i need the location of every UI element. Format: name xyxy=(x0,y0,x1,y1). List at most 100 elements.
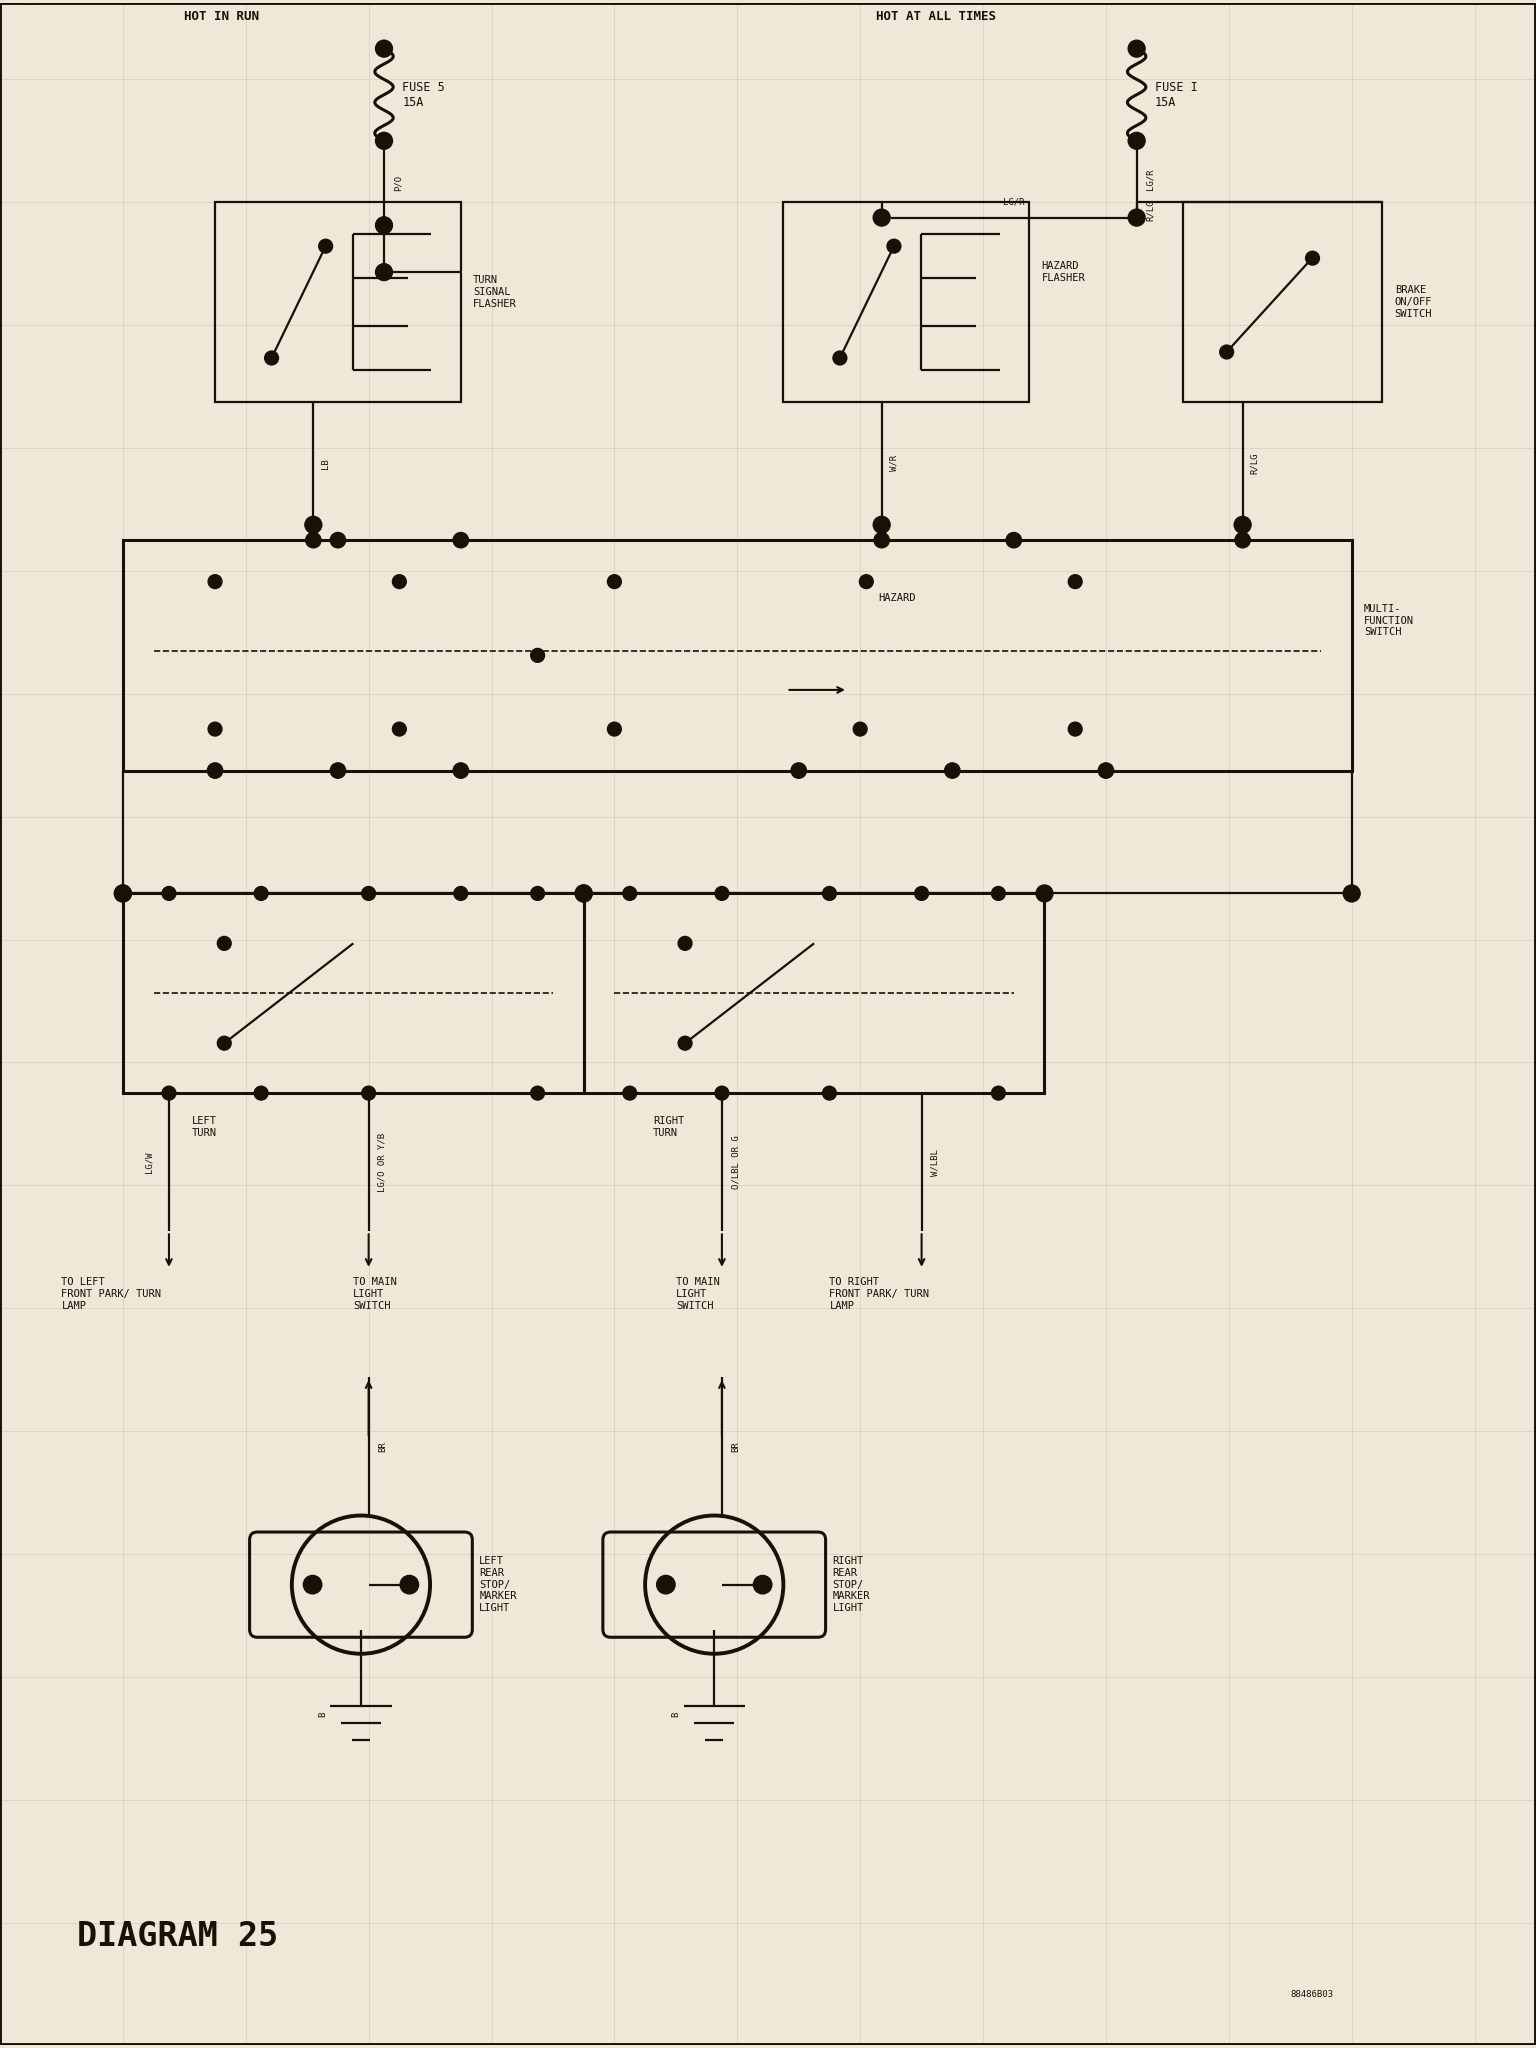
Circle shape xyxy=(791,764,806,778)
Circle shape xyxy=(822,887,836,901)
Text: BRAKE
ON/OFF
SWITCH: BRAKE ON/OFF SWITCH xyxy=(1395,285,1432,319)
Bar xyxy=(215,203,461,401)
Circle shape xyxy=(330,532,346,549)
Circle shape xyxy=(1127,133,1144,150)
Text: B: B xyxy=(318,1712,327,1716)
Circle shape xyxy=(624,1085,636,1100)
Circle shape xyxy=(375,133,392,150)
Text: TO RIGHT
FRONT PARK/ TURN
LAMP: TO RIGHT FRONT PARK/ TURN LAMP xyxy=(829,1278,929,1311)
Circle shape xyxy=(453,532,468,549)
Circle shape xyxy=(319,240,332,254)
Circle shape xyxy=(852,723,866,735)
Bar xyxy=(123,541,1352,770)
Circle shape xyxy=(1306,252,1319,264)
Circle shape xyxy=(531,887,545,901)
Circle shape xyxy=(1127,41,1144,57)
Circle shape xyxy=(304,516,321,532)
Text: LG/W: LG/W xyxy=(144,1151,154,1174)
Text: HAZARD: HAZARD xyxy=(879,592,915,602)
Circle shape xyxy=(114,885,131,901)
Text: R/LG: R/LG xyxy=(1250,453,1260,473)
Circle shape xyxy=(207,575,221,588)
Text: R/LG: R/LG xyxy=(1146,199,1155,221)
Text: FUSE 5
15A: FUSE 5 15A xyxy=(402,80,445,109)
Circle shape xyxy=(375,264,392,281)
Circle shape xyxy=(1220,344,1233,358)
Text: BR: BR xyxy=(378,1442,387,1452)
Circle shape xyxy=(914,887,928,901)
Circle shape xyxy=(207,764,223,778)
Circle shape xyxy=(607,575,621,588)
Circle shape xyxy=(992,1085,1005,1100)
Circle shape xyxy=(874,532,889,549)
Circle shape xyxy=(1035,885,1054,901)
Circle shape xyxy=(1127,209,1144,225)
Circle shape xyxy=(375,217,392,233)
Circle shape xyxy=(264,350,278,365)
Text: 88486B03: 88486B03 xyxy=(1290,1991,1333,1999)
Text: LG/R: LG/R xyxy=(1003,199,1025,207)
Circle shape xyxy=(822,1085,836,1100)
Text: LB: LB xyxy=(321,459,330,469)
Text: MULTI-
FUNCTION
SWITCH: MULTI- FUNCTION SWITCH xyxy=(1364,604,1415,637)
Circle shape xyxy=(607,723,621,735)
Text: BR: BR xyxy=(731,1442,740,1452)
Circle shape xyxy=(453,764,468,778)
Text: RIGHT
TURN: RIGHT TURN xyxy=(653,1116,684,1139)
Text: HOT IN RUN: HOT IN RUN xyxy=(184,10,260,23)
Circle shape xyxy=(1098,764,1114,778)
Circle shape xyxy=(679,936,691,950)
Circle shape xyxy=(679,1036,691,1051)
Circle shape xyxy=(872,209,889,225)
Circle shape xyxy=(624,887,636,901)
Text: P/O: P/O xyxy=(393,174,402,190)
Circle shape xyxy=(393,723,406,735)
Circle shape xyxy=(253,1085,267,1100)
Circle shape xyxy=(656,1575,676,1593)
Text: HAZARD
FLASHER: HAZARD FLASHER xyxy=(1041,262,1084,283)
Circle shape xyxy=(1069,723,1081,735)
Circle shape xyxy=(362,1085,375,1100)
Circle shape xyxy=(992,887,1005,901)
Circle shape xyxy=(161,1085,175,1100)
Text: TURN
SIGNAL
FLASHER: TURN SIGNAL FLASHER xyxy=(473,276,516,309)
Text: O/LBL OR G: O/LBL OR G xyxy=(731,1135,740,1190)
Circle shape xyxy=(714,887,728,901)
Text: DIAGRAM 25: DIAGRAM 25 xyxy=(77,1921,278,1954)
Text: TO LEFT
FRONT PARK/ TURN
LAMP: TO LEFT FRONT PARK/ TURN LAMP xyxy=(61,1278,161,1311)
Circle shape xyxy=(531,1085,545,1100)
Bar xyxy=(783,203,1029,401)
Circle shape xyxy=(304,1575,323,1593)
Circle shape xyxy=(393,575,406,588)
Text: LEFT
TURN: LEFT TURN xyxy=(192,1116,217,1139)
Circle shape xyxy=(886,240,900,254)
Circle shape xyxy=(531,649,545,662)
Circle shape xyxy=(833,350,846,365)
Circle shape xyxy=(218,936,230,950)
Bar xyxy=(584,893,1044,1094)
Text: FUSE I
15A: FUSE I 15A xyxy=(1155,80,1198,109)
Text: W/R: W/R xyxy=(889,455,899,471)
Text: W/LBL: W/LBL xyxy=(931,1149,940,1176)
Circle shape xyxy=(306,532,321,549)
Circle shape xyxy=(253,887,267,901)
Text: TO MAIN
LIGHT
SWITCH: TO MAIN LIGHT SWITCH xyxy=(353,1278,396,1311)
Circle shape xyxy=(753,1575,771,1593)
Text: LEFT
REAR
STOP/
MARKER
LIGHT: LEFT REAR STOP/ MARKER LIGHT xyxy=(479,1556,516,1614)
Circle shape xyxy=(1006,532,1021,549)
Circle shape xyxy=(1342,885,1361,901)
Circle shape xyxy=(375,41,392,57)
Text: TO MAIN
LIGHT
SWITCH: TO MAIN LIGHT SWITCH xyxy=(676,1278,719,1311)
Circle shape xyxy=(1069,575,1081,588)
Circle shape xyxy=(218,1036,230,1051)
Circle shape xyxy=(362,887,375,901)
Circle shape xyxy=(455,887,467,901)
Circle shape xyxy=(872,516,889,532)
Bar xyxy=(1183,203,1382,401)
Text: HOT AT ALL TIMES: HOT AT ALL TIMES xyxy=(876,10,995,23)
Circle shape xyxy=(330,764,346,778)
Circle shape xyxy=(859,575,872,588)
Bar xyxy=(123,893,584,1094)
Text: LG/R: LG/R xyxy=(1146,168,1155,190)
Text: B: B xyxy=(671,1712,680,1716)
